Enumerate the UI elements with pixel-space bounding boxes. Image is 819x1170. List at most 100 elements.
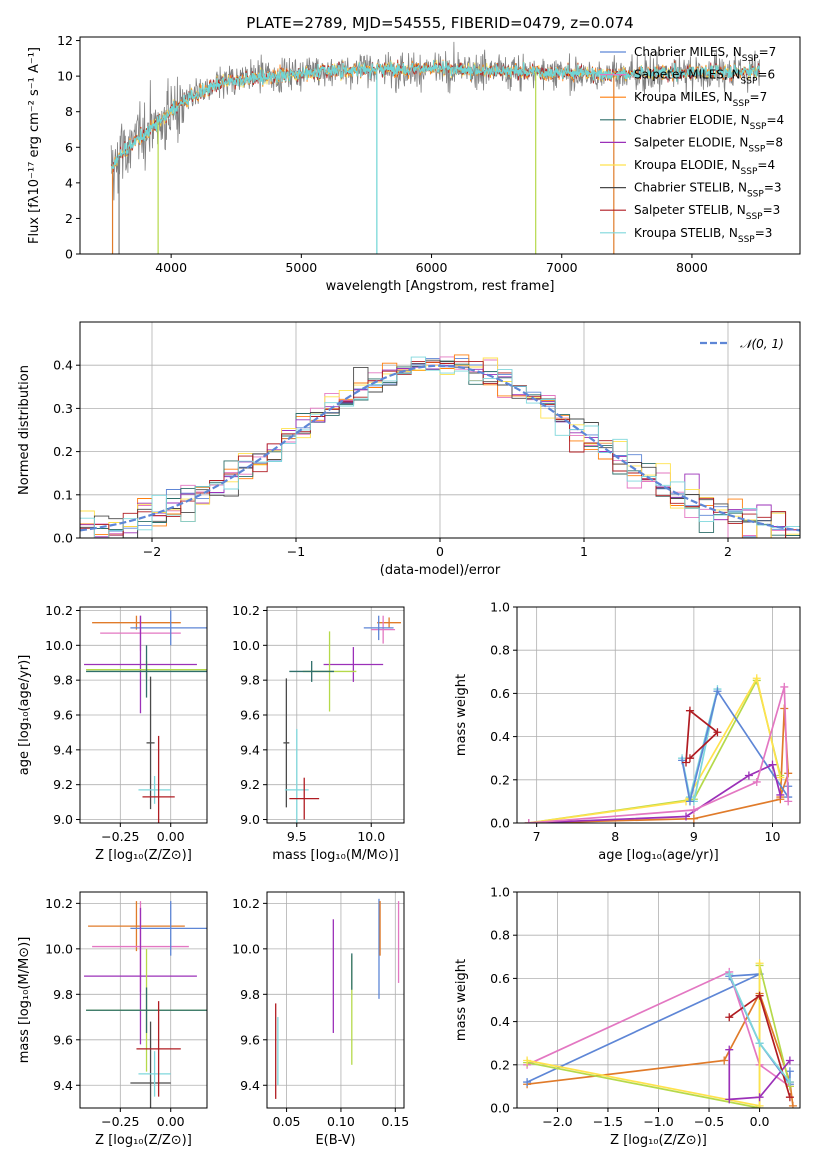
x-tick-label: 0.15 — [381, 1114, 409, 1129]
y-tick-label: 6 — [65, 140, 73, 155]
age-vs-metallicity-panel: −0.25 0.00 9.0 9.2 9.4 9.6 9.8 10.0 10.2 Z [log₁₀… — [17, 603, 208, 863]
y-tick-label: 10.2 — [232, 896, 260, 911]
y-tick-label: 1.0 — [490, 885, 510, 900]
mass-weight-point-marker — [725, 1013, 734, 1022]
y-tick-label: 9.8 — [53, 987, 73, 1002]
y-axis-label: Flux [fλ10⁻¹⁷ erg cm⁻² s⁻¹ A⁻¹] — [27, 47, 42, 244]
y-tick-label: 9.2 — [53, 777, 73, 792]
y-tick-label: 4 — [65, 175, 73, 190]
mass-weight-point-marker — [720, 1056, 729, 1065]
y-tick-label: 9.4 — [240, 742, 260, 757]
mass-weight-point-marker — [523, 1078, 532, 1087]
axes-frame — [516, 606, 801, 824]
y-tick-label: 9.4 — [53, 1078, 73, 1093]
x-tick-label: 6000 — [416, 260, 448, 275]
y-tick-label: 9.8 — [53, 673, 73, 688]
mass-weight-point-marker — [689, 806, 698, 815]
y-tick-label: 0.0 — [490, 1101, 510, 1116]
mass-weight-point-marker — [776, 773, 785, 782]
mass-weight-point-marker — [752, 777, 761, 786]
x-tick-label: 5000 — [285, 260, 317, 275]
x-tick-label: −0.25 — [101, 829, 139, 844]
mass-weight-point-marker — [768, 760, 777, 769]
x-tick-label: 8 — [611, 829, 619, 844]
y-tick-label: 8 — [65, 104, 73, 119]
y-tick-label: 0.2 — [490, 772, 510, 787]
y-tick-label: 9.6 — [240, 1032, 260, 1047]
y-axis-label: Normed distribution — [17, 365, 32, 495]
x-tick-label: 1 — [580, 544, 588, 559]
x-tick-label: −2.0 — [542, 1114, 572, 1129]
mass-weight-point-marker — [682, 758, 691, 767]
mass-weight-series-line — [526, 970, 791, 1088]
x-axis-label: mass [log₁₀(M/M⊙)] — [272, 848, 399, 863]
y-tick-label: 0.4 — [490, 729, 510, 744]
residuals-panel: −2 −1 0 1 2 0.0 0.1 0.2 0.3 0.4 (data-model)/error… — [17, 321, 801, 578]
residual-histogram-step — [80, 356, 800, 538]
x-tick-label: −2 — [143, 544, 161, 559]
y-tick-label: 9.8 — [240, 987, 260, 1002]
x-tick-label: 7 — [533, 829, 541, 844]
x-tick-label: 0 — [436, 544, 444, 559]
y-tick-label: 10 — [57, 69, 73, 84]
y-tick-label: 10.2 — [232, 603, 260, 618]
y-tick-label: 0.4 — [53, 358, 73, 373]
y-tick-label: 0.2 — [490, 1057, 510, 1072]
x-tick-label: 0.00 — [157, 829, 185, 844]
age-vs-mass-panel: 9.5 10.0 9.0 9.2 9.4 9.6 9.8 10.0 10.2 mass [log₁… — [232, 603, 405, 863]
mass-weight-series-line — [728, 1049, 791, 1101]
x-tick-label: 9.5 — [287, 829, 307, 844]
y-tick-label: 10.2 — [45, 603, 73, 618]
mass-weight-point-marker — [755, 959, 764, 968]
x-tick-label: 0.00 — [157, 1114, 185, 1129]
x-axis-label: Z [log₁₀(Z/Z⊙)] — [610, 1133, 707, 1148]
y-tick-label: 10.2 — [45, 896, 73, 911]
x-axis-label: wavelength [Angstrom, rest frame] — [326, 279, 555, 294]
x-tick-label: 10.0 — [357, 829, 385, 844]
y-tick-label: 0.3 — [53, 401, 73, 416]
grid-lines — [267, 892, 404, 1108]
x-axis-label: Z [log₁₀(Z/Z⊙)] — [95, 848, 192, 863]
chart-title: PLATE=2789, MJD=54555, FIBERID=0479, z=0… — [246, 14, 633, 32]
mass-weight-point-marker — [689, 814, 698, 823]
mass-weight-point-marker — [524, 819, 533, 823]
x-axis-label: Z [log₁₀(Z/Z⊙)] — [95, 1133, 192, 1148]
x-tick-label: 4000 — [155, 260, 187, 275]
y-tick-label: 9.0 — [240, 812, 260, 827]
mass-weight-point-marker — [725, 1095, 734, 1104]
y-tick-label: 9.4 — [240, 1078, 260, 1093]
y-tick-label: 0 — [65, 247, 73, 262]
y-tick-label: 10.0 — [45, 941, 73, 956]
y-tick-label: 0.8 — [490, 643, 510, 658]
x-tick-label: 0.0 — [750, 1114, 770, 1129]
mass-vs-metallicity-panel: −0.25 0.00 9.4 9.6 9.8 10.0 10.2 Z [log₁₀(Z/Z⊙)… — [17, 891, 208, 1148]
massweight-vs-metallicity-panel: −2.0 −1.5 −1.0 −0.5 0.0 0.0 0.2 0.4 0.6 0.8 1.0 Z [… — [454, 885, 801, 1148]
x-tick-label: −0.5 — [694, 1114, 724, 1129]
mass-weight-point-marker — [685, 706, 694, 715]
y-tick-label: 9.6 — [53, 708, 73, 723]
plot-area — [84, 901, 207, 1108]
x-tick-label: 0.05 — [273, 1114, 301, 1129]
x-tick-label: −1.5 — [593, 1114, 623, 1129]
mass-weight-point-marker — [755, 991, 764, 1000]
y-tick-label: 0.4 — [490, 1014, 510, 1029]
axes-frame — [266, 891, 405, 1109]
mass-weight-point-marker — [682, 812, 691, 821]
mass-weight-point-marker — [776, 790, 785, 799]
mass-weight-point-marker — [744, 771, 753, 780]
mass-weight-point-marker — [523, 1056, 532, 1065]
x-tick-label: −0.25 — [101, 1114, 139, 1129]
plot-area — [275, 898, 400, 1099]
y-axis-label: mass weight — [454, 959, 469, 1041]
x-tick-label: 10 — [765, 829, 781, 844]
model-spectrum-line — [110, 60, 761, 172]
x-tick-label: 2 — [724, 544, 732, 559]
x-axis-label: E(B-V) — [315, 1133, 355, 1148]
mass-weight-point-marker — [755, 1101, 764, 1108]
mass-weight-point-marker — [780, 682, 789, 691]
mass-weight-point-marker — [785, 1093, 794, 1102]
y-tick-label: 2 — [65, 211, 73, 226]
axes-frame — [79, 891, 208, 1109]
y-tick-label: 0.6 — [490, 971, 510, 986]
